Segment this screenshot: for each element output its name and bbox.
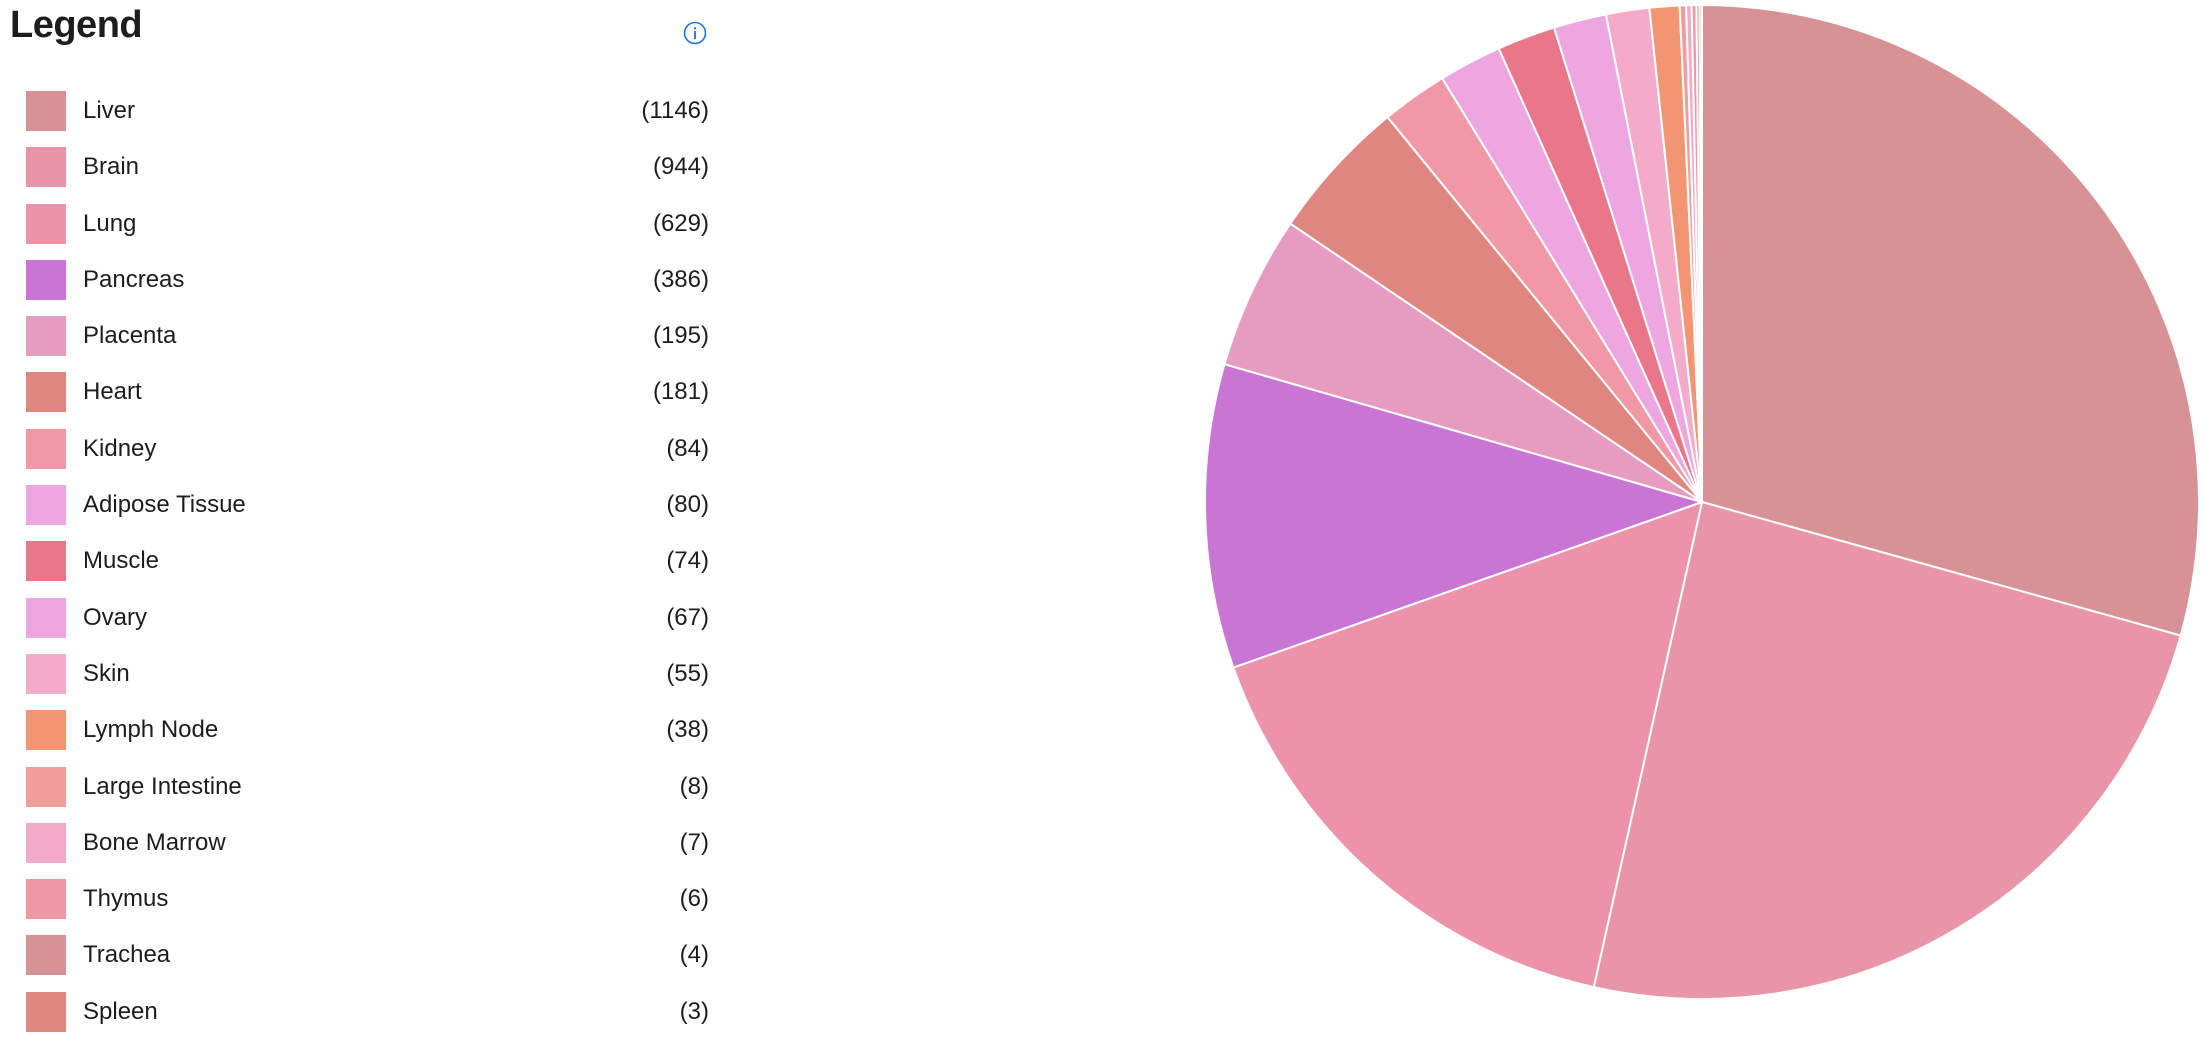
legend-label: Trachea (83, 941, 171, 969)
legend-label: Lung (83, 209, 137, 237)
legend-swatch (26, 485, 66, 526)
legend-swatch (26, 935, 66, 976)
legend-swatch (26, 597, 66, 638)
legend-swatch (26, 147, 66, 188)
legend-count: (1146) (641, 97, 709, 124)
legend-item[interactable]: Ovary (67) (26, 597, 709, 654)
legend-item[interactable]: Spleen (3) (26, 991, 709, 1048)
legend-swatch (26, 710, 66, 751)
legend-title: Legend (10, 4, 143, 46)
legend-item[interactable]: Liver (1146) (26, 91, 709, 147)
legend-swatch (26, 259, 66, 300)
legend-item[interactable]: Bone Marrow (7) (26, 822, 709, 879)
legend-count: (3) (679, 997, 709, 1025)
legend-label: Thymus (83, 885, 169, 913)
legend-count: (80) (666, 491, 709, 519)
legend-item[interactable]: Large Intestine (8) (26, 766, 709, 823)
legend-label: Placenta (83, 322, 177, 350)
legend-swatch (26, 541, 66, 582)
pie-slice-liver[interactable] (1701, 3, 2200, 637)
legend-count: (84) (666, 434, 709, 462)
legend-count: (8) (679, 772, 709, 800)
legend-item[interactable]: Thymus (6) (26, 879, 709, 935)
legend-count: (944) (652, 153, 709, 181)
pie-slice-brain[interactable] (1592, 500, 2182, 1000)
legend-item[interactable]: Trachea (4) (26, 935, 709, 991)
legend-swatch (26, 372, 66, 413)
legend-item[interactable]: Heart (181) (26, 372, 709, 428)
legend-swatch (26, 316, 66, 357)
legend-item[interactable]: Skin (55) (26, 653, 709, 710)
legend-count: (386) (652, 265, 709, 293)
legend-label: Liver (83, 97, 136, 124)
legend-item[interactable]: Kidney (84) (26, 428, 709, 485)
legend-swatch (26, 203, 66, 244)
legend-label: Bone Marrow (83, 828, 226, 856)
legend-swatch (26, 428, 66, 469)
legend-item[interactable]: Muscle (74) (26, 541, 709, 597)
legend-count: (74) (666, 547, 709, 575)
legend-label: Pancreas (83, 265, 185, 293)
legend-label: Kidney (83, 434, 157, 462)
legend-count: (181) (652, 378, 709, 406)
legend-label: Ovary (83, 603, 148, 631)
legend-count: (6) (679, 885, 709, 913)
legend-swatch (26, 91, 66, 131)
legend-count: (195) (652, 322, 709, 350)
legend-swatch (26, 991, 66, 1032)
legend-swatch (26, 653, 66, 694)
legend-label: Brain (83, 153, 140, 181)
legend-label: Large Intestine (83, 772, 242, 800)
legend-swatch (26, 822, 66, 863)
legend-item[interactable]: Brain (944) (26, 147, 709, 203)
legend-count: (67) (666, 603, 709, 631)
legend-item[interactable]: Lymph Node (38) (26, 710, 709, 766)
pie-slice-spleen[interactable] (1698, 3, 1703, 503)
legend-label: Adipose Tissue (83, 491, 246, 519)
legend-label: Muscle (83, 547, 160, 575)
legend-count: (55) (666, 659, 709, 687)
legend-item[interactable]: Adipose Tissue (80) (26, 485, 709, 541)
pie-slice-placenta[interactable] (1223, 222, 1703, 503)
legend-label: Lymph Node (83, 716, 219, 744)
legend-count: (7) (679, 828, 709, 856)
legend-label: Spleen (83, 997, 158, 1025)
legend-count: (629) (652, 209, 709, 237)
legend-count: (4) (679, 941, 709, 969)
legend-item[interactable]: Pancreas (386) (26, 259, 709, 316)
legend-item[interactable]: Placenta (195) (26, 316, 709, 372)
legend-count: (38) (666, 716, 709, 744)
legend-swatch (26, 766, 66, 807)
info-circle-icon[interactable] (683, 21, 707, 45)
pie-slice-lung[interactable] (1232, 500, 1704, 989)
pie-slice-pancreas[interactable] (1204, 362, 1706, 669)
legend-item[interactable]: Lung (629) (26, 203, 709, 260)
legend-label: Skin (83, 659, 130, 687)
legend-label: Heart (83, 378, 142, 406)
legend-list: Liver (1146) Brain (944) Lung (629) Panc… (26, 91, 709, 1048)
legend-swatch (26, 879, 66, 920)
